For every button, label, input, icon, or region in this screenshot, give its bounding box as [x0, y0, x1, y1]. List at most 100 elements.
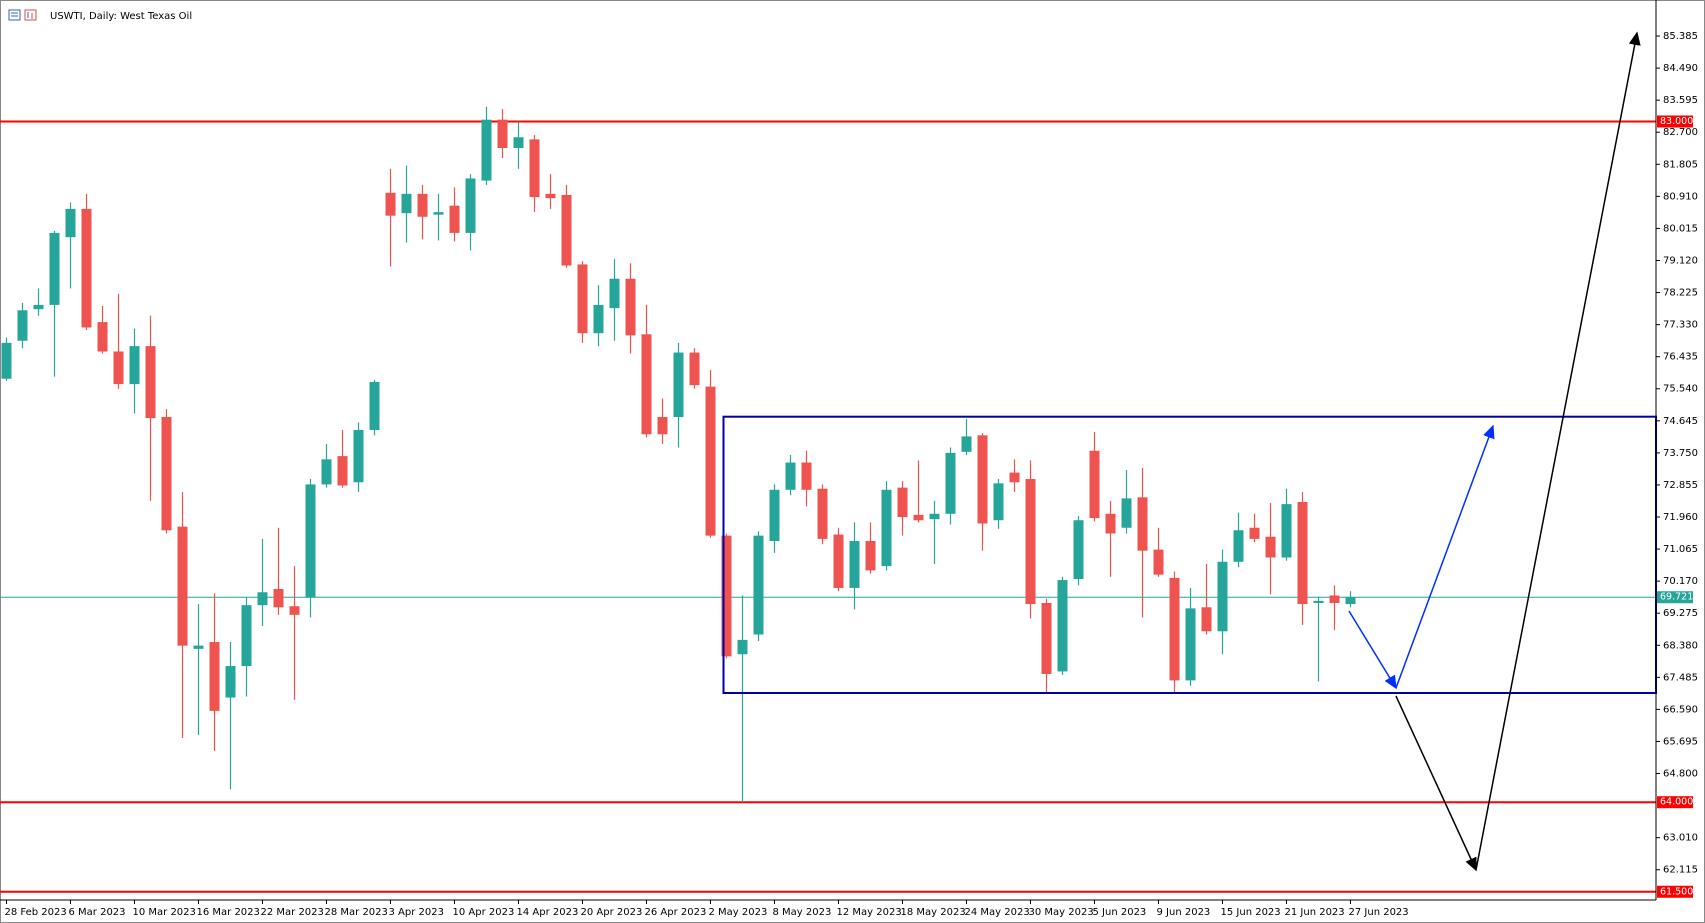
y-tick-label: 83.595	[1663, 95, 1698, 106]
candle-body	[529, 139, 540, 198]
candle-body	[689, 352, 700, 386]
arrow	[1395, 424, 1495, 689]
candle-body	[961, 436, 972, 452]
candle-body	[145, 346, 156, 419]
price-tag-label: 69.721	[1660, 592, 1693, 603]
x-tick-label: 3 Apr 2023	[389, 907, 444, 918]
candle-body	[1217, 561, 1228, 632]
candle-body	[993, 483, 1004, 521]
y-tick-label: 62.115	[1663, 865, 1698, 876]
price-tag	[1657, 115, 1693, 128]
price-tag	[1657, 796, 1693, 809]
candle-body	[513, 137, 524, 148]
y-tick-label: 82.700	[1663, 127, 1698, 138]
y-tick-label: 64.800	[1663, 769, 1698, 780]
y-tick-label: 84.490	[1663, 63, 1698, 74]
candles	[1, 106, 1356, 803]
candle-body	[161, 417, 172, 531]
candle-body	[849, 541, 860, 588]
candle-body	[129, 346, 140, 385]
x-tick-label: 28 Mar 2023	[325, 907, 388, 918]
y-tick-label: 67.485	[1663, 672, 1698, 683]
candle-body	[977, 435, 988, 524]
candle-body	[945, 452, 956, 514]
candle-body	[817, 488, 828, 539]
candle-body	[401, 193, 412, 214]
x-tick-label: 28 Feb 2023	[5, 907, 67, 918]
candle-body	[1169, 577, 1180, 681]
candle-body	[657, 417, 668, 435]
candle-body	[1185, 608, 1196, 681]
candle-body	[1073, 520, 1084, 579]
x-tick-label: 16 Mar 2023	[197, 907, 260, 918]
candle-body	[1057, 580, 1068, 672]
candle-body	[609, 278, 620, 309]
candle-body	[321, 459, 332, 485]
candle-body	[1041, 602, 1052, 674]
x-tick-label: 10 Apr 2023	[453, 907, 515, 918]
y-tick-label: 74.645	[1663, 416, 1698, 427]
candle-body	[705, 386, 716, 536]
candle-body	[881, 489, 892, 567]
arrow	[1348, 610, 1397, 690]
price-tag-label: 83.000	[1660, 116, 1693, 127]
candle-body	[177, 526, 188, 646]
candle-body	[113, 351, 124, 385]
x-tick-label: 2 May 2023	[709, 907, 768, 918]
candle-body	[353, 429, 364, 483]
y-tick-label: 78.225	[1663, 288, 1698, 299]
y-tick-label: 70.170	[1663, 576, 1698, 587]
candle-body	[913, 514, 924, 521]
candle-body	[897, 487, 908, 518]
candle-body	[465, 178, 476, 233]
candle-body	[1249, 527, 1260, 539]
chart-title: USWTI, Daily: West Texas Oil	[50, 11, 192, 22]
candle-body	[1313, 600, 1324, 603]
candle-body	[641, 334, 652, 435]
candle-body	[241, 605, 252, 667]
y-tick-label: 71.065	[1663, 544, 1698, 555]
x-tick-label: 30 May 2023	[1029, 907, 1094, 918]
candle-body	[1201, 607, 1212, 632]
price-tag-label: 64.000	[1660, 797, 1693, 808]
candle-body	[1153, 549, 1164, 575]
y-tick-label: 81.805	[1663, 159, 1698, 170]
x-tick-label: 26 Apr 2023	[645, 907, 707, 918]
candle-body	[593, 304, 604, 334]
candle-body	[337, 456, 348, 486]
x-tick-label: 20 Apr 2023	[581, 907, 643, 918]
x-tick-label: 9 Jun 2023	[1157, 907, 1211, 918]
y-tick-label: 80.015	[1663, 223, 1698, 234]
candle-body	[49, 232, 60, 305]
x-tick-label: 14 Apr 2023	[517, 907, 579, 918]
x-tick-label: 18 May 2023	[901, 907, 966, 918]
candle-body	[833, 534, 844, 588]
candle-body	[33, 304, 44, 310]
candle-body	[1281, 504, 1292, 558]
candle-body	[1265, 536, 1276, 558]
candle-body	[1121, 498, 1132, 528]
x-tick-label: 21 Jun 2023	[1285, 907, 1345, 918]
candle-body	[1089, 450, 1100, 519]
candle-body	[545, 193, 556, 199]
candle-body	[17, 310, 28, 341]
candle-body	[1329, 595, 1340, 603]
price-tag-label: 61.500	[1660, 886, 1693, 897]
y-tick-label: 76.435	[1663, 352, 1698, 363]
y-tick-label: 77.330	[1663, 320, 1698, 331]
candle-body	[721, 535, 732, 657]
candle-body	[225, 666, 236, 698]
candle-body	[801, 462, 812, 490]
candle-body	[625, 278, 636, 336]
y-tick-label: 79.120	[1663, 255, 1698, 266]
candle-body	[65, 208, 76, 238]
arrow	[1395, 695, 1477, 872]
y-tick-label: 66.590	[1663, 704, 1698, 715]
candle-body	[577, 264, 588, 334]
x-tick-label: 27 Jun 2023	[1349, 907, 1409, 918]
candle-body	[1233, 530, 1244, 562]
candle-body	[481, 119, 492, 181]
